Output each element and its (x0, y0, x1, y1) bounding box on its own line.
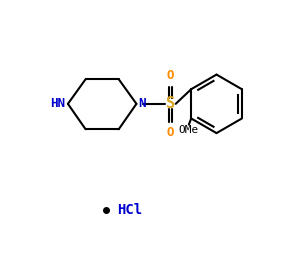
Text: OMe: OMe (179, 125, 199, 135)
Text: HN: HN (50, 97, 66, 110)
Text: O: O (167, 69, 174, 82)
Text: HCl: HCl (117, 203, 142, 217)
Text: O: O (167, 126, 174, 139)
Text: S: S (166, 96, 175, 111)
Text: N: N (138, 97, 146, 110)
